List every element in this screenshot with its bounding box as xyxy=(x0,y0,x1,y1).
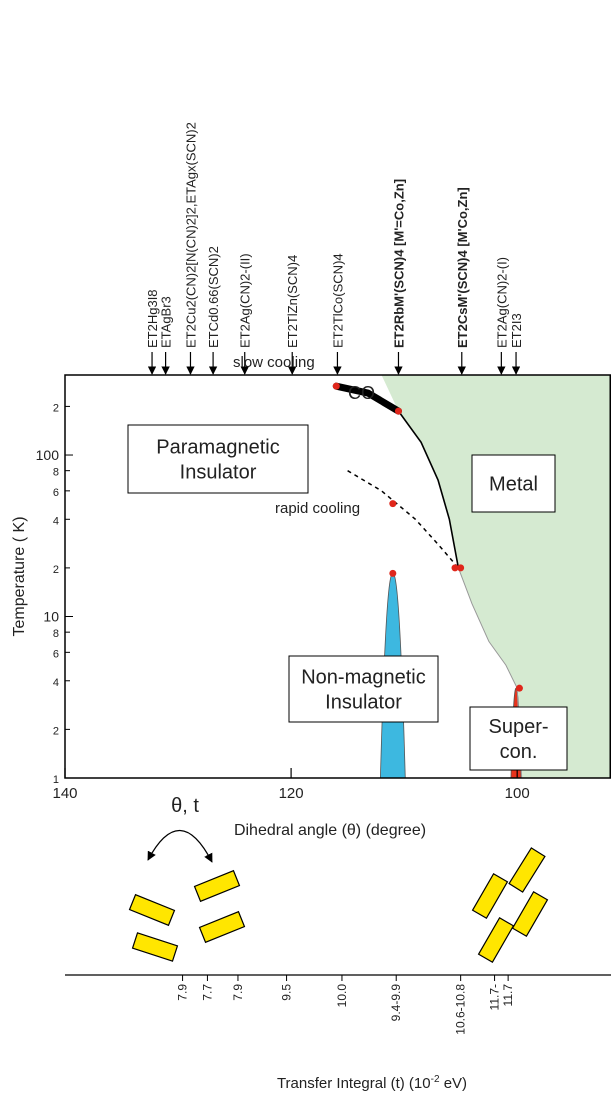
transfer-axis-title-part: eV) xyxy=(440,1075,468,1092)
y-tick-label: 100 xyxy=(36,447,60,463)
transfer-label: 10.0 xyxy=(335,984,349,1008)
transition-point xyxy=(515,684,523,692)
y-tick-label: 2 xyxy=(53,564,59,576)
transfer-axis-title-part: Transfer Integral (t) (10 xyxy=(277,1075,431,1092)
nonmagnetic-label: Insulator xyxy=(325,692,402,714)
co-label: CO xyxy=(348,383,375,403)
molecule xyxy=(471,872,509,920)
y-tick-label: 6 xyxy=(53,487,59,499)
y-tick-label: 8 xyxy=(53,628,59,640)
transfer-label: 9.4-9.9 xyxy=(389,984,403,1022)
paramagnetic-label: Insulator xyxy=(180,462,257,484)
material-label: ET2Ag(CN)2-(II) xyxy=(238,253,253,348)
x-tick-label: 120 xyxy=(279,785,304,802)
x-tick-label: 100 xyxy=(505,785,530,802)
transfer-label: 7.9 xyxy=(176,984,190,1001)
material-label: ETAgBr3 xyxy=(159,296,174,348)
transition-point xyxy=(451,564,459,572)
molecule-arrow xyxy=(147,830,213,863)
transfer-label: 10.6-10.8 xyxy=(454,984,468,1035)
material-label: ET2TlCo(SCN)4 xyxy=(330,253,345,348)
slow-cooling-label: slow cooling xyxy=(233,354,315,371)
transfer-label: 11.7 xyxy=(501,984,515,1007)
transfer-label: 7.7 xyxy=(200,984,214,1001)
paramagnetic-box xyxy=(127,424,309,494)
y-axis-title: Temperature ( K) xyxy=(11,516,28,636)
co-line xyxy=(332,382,402,415)
paramagnetic-label: Paramagnetic xyxy=(156,437,279,459)
molecule-label: θ, t xyxy=(171,795,199,817)
supercon-label: Super- xyxy=(488,716,548,738)
material-label: ET2CsM'(SCN)4 [M'Co,Zn] xyxy=(455,187,470,348)
y-tick-label: 6 xyxy=(53,648,59,660)
transition-point xyxy=(389,569,397,577)
transfer-label: 11.7- xyxy=(488,984,502,1010)
transfer-axis-title-part: -2 xyxy=(431,1074,440,1085)
molecule xyxy=(198,910,246,944)
molecule xyxy=(508,847,546,893)
molecule xyxy=(128,893,176,927)
material-label: ET2Cu2(CN)2[N(CN)2]2,ETAgx(SCN)2 xyxy=(183,122,198,348)
material-label: ETCd0.66(SCN)2 xyxy=(206,246,221,348)
y-tick-label: 8 xyxy=(53,467,59,479)
transfer-axis-title: Transfer Integral (t) (10-2 eV) xyxy=(277,1074,467,1092)
y-tick-label: 2 xyxy=(53,725,59,737)
molecule xyxy=(511,890,549,938)
rapid-cooling-label: rapid cooling xyxy=(275,500,360,517)
material-label: ET2TlZn(SCN)4 xyxy=(285,255,300,348)
plot-frame xyxy=(64,374,611,779)
transition-point xyxy=(457,564,465,572)
molecule xyxy=(477,916,515,964)
nonmagnetic-box xyxy=(288,655,439,723)
y-tick-label: 1 xyxy=(53,774,59,786)
x-tick-label: 140 xyxy=(52,785,77,802)
y-tick-label: 4 xyxy=(53,677,59,689)
y-tick-label: 2 xyxy=(53,402,59,414)
rapid-cooling-line xyxy=(347,470,459,569)
molecule xyxy=(193,869,241,903)
metal-box xyxy=(471,454,556,513)
material-label: ET2RbM'(SCN)4 [M'=Co,Zn] xyxy=(391,179,406,348)
x-axis-title: Dihedral angle (θ) (degree) xyxy=(234,822,426,839)
transfer-label: 7.9 xyxy=(231,984,245,1001)
supercon-label: con. xyxy=(500,741,538,763)
metal-edge xyxy=(457,567,523,779)
metal-label: Metal xyxy=(489,474,538,496)
transition-point xyxy=(389,500,397,508)
material-label: ET2Hg3I8 xyxy=(145,289,160,348)
transition-point xyxy=(332,382,340,390)
y-tick-label: 4 xyxy=(53,515,59,527)
nonmagnetic-label: Non-magnetic xyxy=(301,667,426,689)
y-tick-label: 10 xyxy=(43,609,59,625)
material-label: ET2I3 xyxy=(509,313,524,348)
transition-point xyxy=(394,407,402,415)
material-label: ET2Ag(CN)2-(I) xyxy=(494,257,509,348)
molecule xyxy=(131,932,179,962)
supercon-box xyxy=(469,706,568,771)
transfer-label: 9.5 xyxy=(280,984,294,1001)
